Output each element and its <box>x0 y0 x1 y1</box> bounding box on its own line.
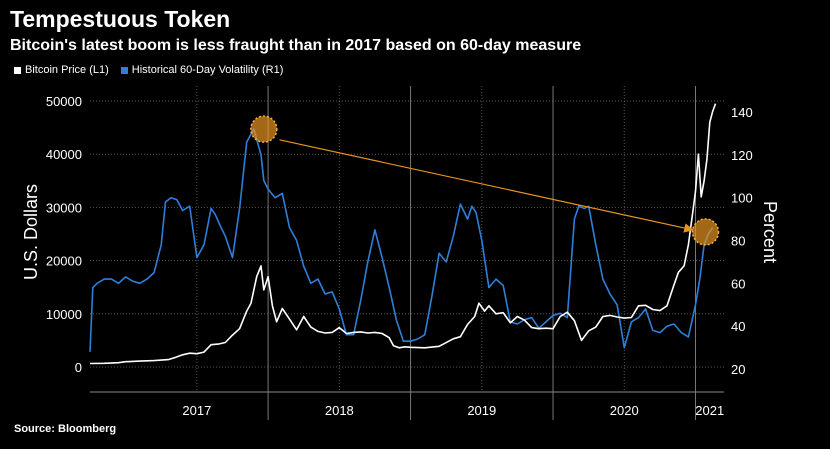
right-tick-120: 120 <box>731 148 753 163</box>
chart-legend: Bitcoin Price (L1) Historical 60-Day Vol… <box>14 64 291 76</box>
left-tick-30000: 30000 <box>46 200 82 215</box>
right-axis-ticks: 20 40 60 80 100 120 140 <box>731 105 753 377</box>
year-separators <box>267 86 697 420</box>
x-axis-labels: 2017 2018 2019 2020 2021 <box>182 403 724 418</box>
right-tick-40: 40 <box>731 319 745 334</box>
series-line-bitcoin-price <box>89 103 717 365</box>
series-lines <box>89 103 717 365</box>
source-note: Source: Bloomberg <box>14 423 117 435</box>
grid-lines <box>90 86 724 393</box>
annotation-circle-1 <box>691 218 720 246</box>
right-tick-100: 100 <box>731 191 753 206</box>
legend-swatch-volatility <box>120 66 128 74</box>
legend-swatch-price <box>14 66 21 74</box>
x-tick-label-2020: 2020 <box>610 403 639 418</box>
left-tick-40000: 40000 <box>46 147 82 162</box>
left-axis-label: U.S. Dollars <box>21 184 41 280</box>
left-tick-50000: 50000 <box>46 94 82 109</box>
x-tick-label-2021: 2021 <box>695 403 724 418</box>
x-tick-label-2018: 2018 <box>325 403 354 418</box>
chart-title: Tempestuous Token <box>10 6 231 32</box>
legend-label-price: Bitcoin Price (L1) <box>25 64 109 76</box>
series-line-volatility <box>89 128 714 352</box>
x-tick-label-2019: 2019 <box>467 403 496 418</box>
legend-label-volatility: Historical 60-Day Volatility (R1) <box>131 64 284 76</box>
annotation-circle-0 <box>250 115 278 143</box>
left-tick-20000: 20000 <box>46 254 82 269</box>
legend-item-volatility: Historical 60-Day Volatility (R1) <box>120 64 284 76</box>
left-tick-0: 0 <box>75 360 82 375</box>
annotation-arrow <box>279 139 694 233</box>
left-axis-ticks: 0 10000 20000 30000 40000 50000 <box>46 94 82 375</box>
right-axis-label: Percent <box>760 201 780 263</box>
left-tick-10000: 10000 <box>46 307 82 322</box>
chart-subtitle: Bitcoin's latest boom is less fraught th… <box>10 37 582 54</box>
annotations <box>250 115 720 246</box>
right-tick-80: 80 <box>731 234 745 249</box>
x-tick-label-2017: 2017 <box>182 403 211 418</box>
legend-item-price: Bitcoin Price (L1) <box>14 64 109 76</box>
right-tick-60: 60 <box>731 276 745 291</box>
right-tick-140: 140 <box>731 105 753 120</box>
right-tick-20: 20 <box>731 362 745 377</box>
